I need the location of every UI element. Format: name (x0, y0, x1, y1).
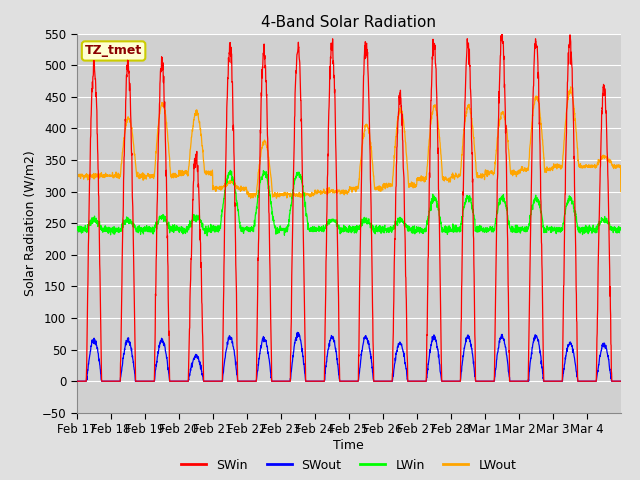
X-axis label: Time: Time (333, 439, 364, 452)
Title: 4-Band Solar Radiation: 4-Band Solar Radiation (261, 15, 436, 30)
Text: TZ_tmet: TZ_tmet (85, 45, 142, 58)
Y-axis label: Solar Radiation (W/m2): Solar Radiation (W/m2) (23, 150, 36, 296)
Legend: SWin, SWout, LWin, LWout: SWin, SWout, LWin, LWout (176, 454, 522, 477)
